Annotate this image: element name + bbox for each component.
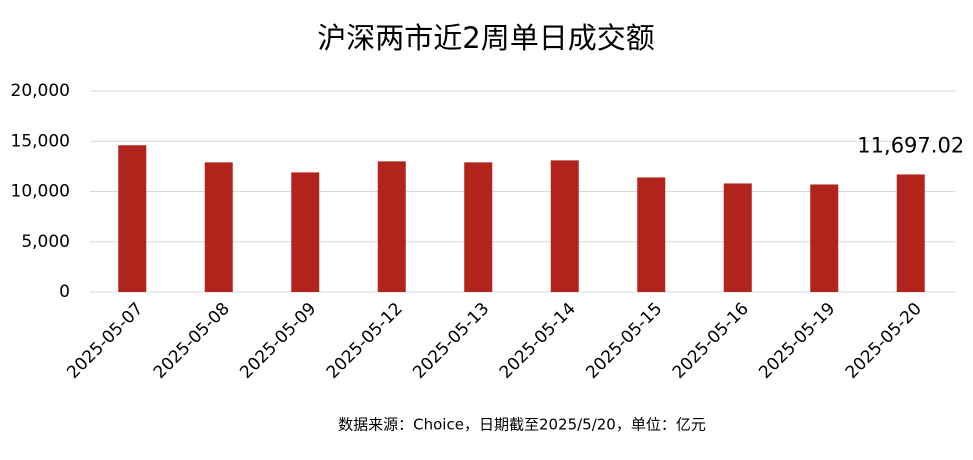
source-note: 数据来源：Choice，日期截至2025/5/20，单位：亿元 [338,416,706,434]
bar [637,177,666,292]
y-tick-label: 20,000 [11,81,70,101]
bar [291,172,320,292]
bar [204,162,233,292]
chart-title: 沪深两市近2周单日成交额 [317,21,654,55]
y-tick-label: 0 [59,282,70,302]
y-tick-label: 15,000 [11,131,70,151]
bar [550,160,579,292]
y-tick-label: 10,000 [11,182,70,202]
bar [377,161,406,292]
y-tick-label: 5,000 [21,232,70,252]
bar [723,183,752,292]
bar [118,145,147,292]
bar [896,174,925,292]
bar [464,162,493,292]
data-label: 11,697.02 [857,133,964,157]
bar [810,184,839,292]
